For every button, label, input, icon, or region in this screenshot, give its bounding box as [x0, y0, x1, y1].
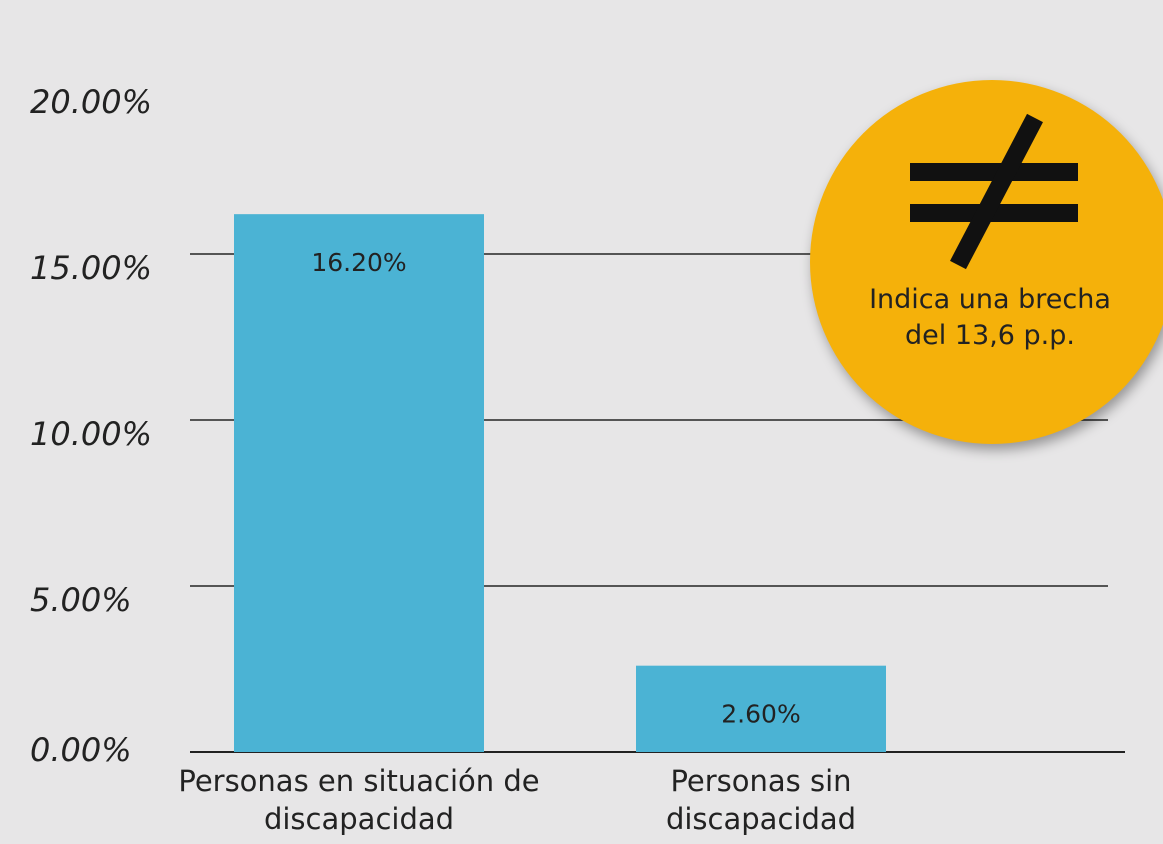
plot: 0.00% 5.00% 10.00% 15.00% 20.00% 16.20% 2.60%	[30, 83, 1125, 769]
y-tick-label: 20.00%	[30, 83, 152, 121]
annotation: Indica una brecha del 13,6 p.p.	[869, 284, 1111, 351]
y-tick-label: 5.00%	[30, 581, 132, 619]
gap-badge	[810, 80, 1163, 444]
y-tick-label: 15.00%	[30, 249, 152, 287]
data-label: 16.20%	[311, 248, 406, 277]
badge-circle	[810, 80, 1163, 444]
data-label: 2.60%	[721, 700, 800, 729]
y-tick-label: 0.00%	[30, 731, 132, 769]
y-tick-label: 10.00%	[30, 415, 152, 453]
x-tick-label: Personas en situación de discapacidad	[178, 764, 540, 836]
bar	[636, 665, 886, 752]
bar	[234, 214, 484, 752]
x-tick-label: Personas sin discapacidad	[665, 764, 857, 836]
symbol-slash	[950, 113, 1043, 270]
symbol-bar	[910, 163, 1078, 181]
